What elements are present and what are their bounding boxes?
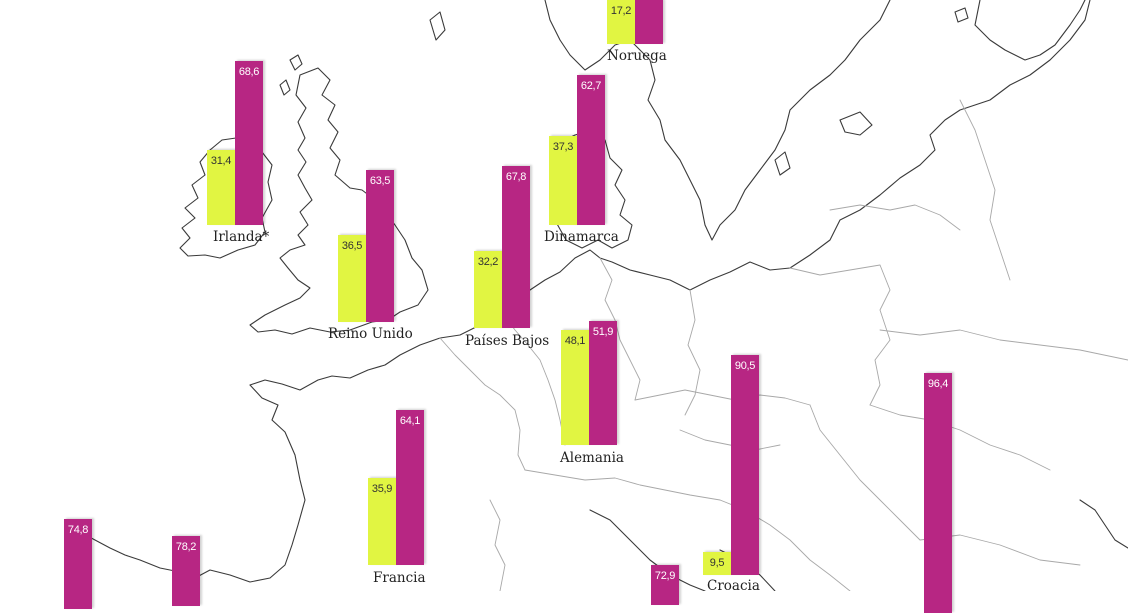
country-southwest-2: 78,2 — [144, 0, 204, 606]
country-paises-bajos: 32,2 67,8 Países Bajos — [465, 0, 549, 349]
country-south: 72,9 — [623, 0, 683, 605]
value-paises-bajos-b: 67,8 — [505, 171, 527, 183]
bar-southwest-2-b: 78,2 — [172, 536, 200, 606]
value-southwest-1-b: 74,8 — [67, 524, 89, 536]
value-reino-unido-a: 36,5 — [341, 240, 363, 252]
bar-east-b: 96,4 — [924, 373, 952, 613]
bar-irlanda-a: 31,4 — [207, 150, 235, 225]
label-reino-unido: Reino Unido — [328, 326, 413, 342]
bar-dinamarca-b: 62,7 — [577, 75, 605, 225]
value-dinamarca-b: 62,7 — [580, 80, 602, 92]
label-alemania: Alemania — [560, 450, 624, 466]
label-dinamarca: Dinamarca — [544, 229, 619, 245]
label-paises-bajos: Países Bajos — [465, 333, 550, 349]
value-francia-a: 35,9 — [371, 483, 393, 495]
country-reino-unido: 36,5 63,5 Reino Unido — [328, 0, 413, 342]
value-paises-bajos-a: 32,2 — [477, 256, 499, 268]
bar-reino-unido-a: 36,5 — [338, 235, 366, 322]
value-irlanda-a: 31,4 — [210, 155, 232, 167]
bar-reino-unido-b: 63,5 — [366, 170, 394, 322]
country-irlanda: 31,4 68,6 Irlanda* — [207, 0, 270, 245]
bar-south-b: 72,9 — [651, 565, 679, 605]
bar-noruega-a: 17,2 — [607, 0, 635, 44]
value-alemania-a: 48,1 — [564, 335, 586, 347]
value-east-b: 96,4 — [927, 378, 949, 390]
country-alemania: 48,1 51,9 Alemania — [560, 0, 624, 466]
label-croacia: Croacia — [707, 578, 760, 594]
bar-croacia-b: 90,5 — [731, 355, 759, 575]
value-alemania-b: 51,9 — [592, 326, 614, 338]
bar-southwest-1-b: 74,8 — [64, 519, 92, 609]
value-croacia-a: 9,5 — [709, 557, 725, 569]
value-southwest-2-b: 78,2 — [175, 541, 197, 553]
bar-francia-b: 64,1 — [396, 410, 424, 565]
country-east: 96,4 — [896, 0, 956, 613]
value-irlanda-b: 68,6 — [238, 66, 260, 78]
bar-paises-bajos-b: 67,8 — [502, 166, 530, 328]
value-noruega-a: 17,2 — [610, 5, 632, 17]
country-dinamarca: 37,3 62,7 Dinamarca — [544, 0, 619, 245]
bar-francia-a: 35,9 — [368, 478, 396, 565]
value-francia-b: 64,1 — [399, 415, 421, 427]
label-noruega: Noruega — [607, 48, 667, 64]
country-noruega: 17,2 Noruega — [607, 0, 667, 64]
value-croacia-b: 90,5 — [734, 360, 756, 372]
bar-irlanda-b: 68,6 — [235, 61, 263, 225]
bar-paises-bajos-a: 32,2 — [474, 251, 502, 328]
label-irlanda: Irlanda* — [213, 229, 270, 245]
bar-alemania-a: 48,1 — [561, 330, 589, 445]
bar-dinamarca-a: 37,3 — [549, 136, 577, 225]
label-francia: Francia — [373, 570, 426, 586]
europe-map — [79, 0, 1128, 591]
value-south-b: 72,9 — [654, 570, 676, 582]
value-dinamarca-a: 37,3 — [552, 141, 574, 153]
bar-croacia-a: 9,5 — [703, 552, 731, 575]
bar-noruega-b — [635, 0, 663, 44]
country-croacia: 9,5 90,5 Croacia — [703, 0, 763, 595]
country-southwest-1: 74,8 — [36, 0, 96, 609]
value-reino-unido-b: 63,5 — [369, 175, 391, 187]
bar-alemania-b: 51,9 — [589, 321, 617, 445]
country-francia: 35,9 64,1 Francia — [368, 0, 428, 586]
